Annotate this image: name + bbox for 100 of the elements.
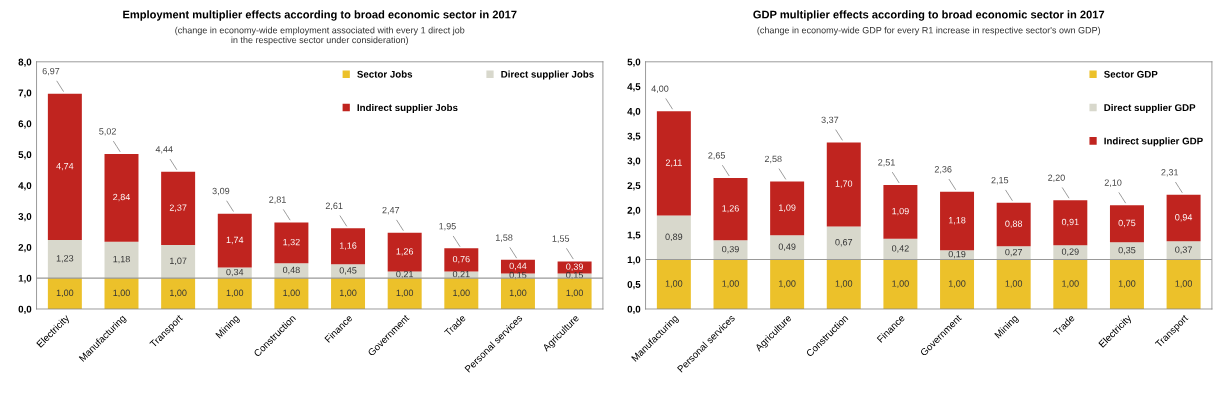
data-label: 0,39 xyxy=(722,245,739,254)
bar xyxy=(1053,245,1088,260)
annotation: 1,58 xyxy=(495,234,513,242)
data-label: 0,27 xyxy=(1005,248,1023,257)
bar xyxy=(940,259,975,309)
y-tick-label: 0,5 xyxy=(627,281,641,290)
data-label: 0,45 xyxy=(339,267,357,275)
total-label: 2,31 xyxy=(1161,169,1179,177)
bar xyxy=(1166,259,1201,309)
y-tick-label: 2,5 xyxy=(627,182,641,191)
annotation: 2,61 xyxy=(325,202,343,211)
bar xyxy=(1053,200,1088,246)
annotation: 2,81 xyxy=(269,196,286,204)
bar xyxy=(500,278,535,309)
bar xyxy=(444,278,479,309)
legend-label: Indirect supplier Jobs xyxy=(357,103,458,113)
y-tick-label: 4,5 xyxy=(627,83,641,92)
bar xyxy=(656,259,691,309)
y-tick-label: 2,0 xyxy=(627,206,641,216)
bar xyxy=(444,248,479,272)
bar xyxy=(331,228,366,265)
y-tick-label: 1,0 xyxy=(18,274,32,284)
data-label: 1,00 xyxy=(566,289,584,298)
bar xyxy=(940,191,975,251)
data-label: 1,00 xyxy=(56,289,74,298)
data-label: 0,44 xyxy=(509,262,527,271)
y-tick-label: 0,0 xyxy=(18,305,32,315)
data-label: 0,88 xyxy=(1005,220,1023,228)
data-label: 1,00 xyxy=(113,289,130,298)
annotation: 5,02 xyxy=(99,128,116,136)
legend-label: Sector GDP xyxy=(1104,70,1158,78)
data-label: 1,18 xyxy=(113,255,130,264)
y-tick-label: 0,0 xyxy=(627,305,641,315)
legend-label: Direct supplier Jobs xyxy=(501,70,594,80)
bar xyxy=(770,235,805,260)
bar xyxy=(826,142,861,227)
bar xyxy=(713,240,748,260)
data-label: 1,23 xyxy=(56,255,74,263)
y-tick-label: 2,0 xyxy=(18,243,32,253)
bar xyxy=(1109,205,1144,243)
bar xyxy=(217,278,252,309)
total-label: 2,15 xyxy=(991,176,1009,185)
data-label: 1,70 xyxy=(835,180,853,188)
bar xyxy=(161,171,196,246)
data-label: 0,42 xyxy=(891,245,909,253)
bar xyxy=(274,278,309,309)
annotation: 2,47 xyxy=(382,206,400,215)
data-label: 1,00 xyxy=(283,289,300,298)
bar xyxy=(47,93,82,241)
data-label: 1,00 xyxy=(509,289,527,298)
data-label: 1,09 xyxy=(779,204,796,212)
total-label: 2,20 xyxy=(1048,174,1065,182)
data-label: 1,00 xyxy=(1118,280,1136,288)
y-tick-label: 3,5 xyxy=(627,132,641,141)
data-label: 0,48 xyxy=(282,266,300,275)
bar xyxy=(770,259,805,309)
data-label: 0,34 xyxy=(226,268,244,277)
bar xyxy=(161,278,196,309)
total-label: 2,10 xyxy=(1104,179,1122,187)
y-tick-label: 1,5 xyxy=(627,231,641,240)
legend-label: Sector Jobs xyxy=(357,70,413,78)
bar xyxy=(713,177,748,241)
data-label: 1,00 xyxy=(1175,280,1193,288)
data-label: 1,00 xyxy=(665,280,683,288)
chart-subtitle: (change in economy-wide GDP for every R1 increase in respective sector's own GDP) xyxy=(757,26,1101,36)
legend-label: Direct supplier GDP xyxy=(1104,103,1196,113)
data-label: 0,37 xyxy=(1175,246,1192,254)
bar xyxy=(883,259,918,309)
bar xyxy=(883,184,918,239)
data-label: 1,00 xyxy=(835,280,853,288)
data-label: 2,84 xyxy=(113,193,131,202)
bar xyxy=(104,153,139,242)
total-label: 2,58 xyxy=(764,155,782,164)
data-label: 0,21 xyxy=(396,270,414,279)
data-label: 0,76 xyxy=(452,255,470,264)
data-label: 0,19 xyxy=(948,250,966,259)
data-label: 0,75 xyxy=(1118,219,1136,228)
data-label: 1,18 xyxy=(948,217,966,225)
data-label: 1,26 xyxy=(722,205,739,213)
data-label: 1,00 xyxy=(453,289,470,298)
chart-title: Employment multiplier effects according to broad economic sector in 2017 xyxy=(123,10,517,21)
bar xyxy=(826,259,861,309)
bar xyxy=(161,245,196,279)
bar xyxy=(387,232,422,272)
bar xyxy=(274,222,309,264)
annotation: 4,44 xyxy=(155,146,173,154)
data-label: 1,00 xyxy=(779,280,796,288)
y-tick-label: 3,0 xyxy=(18,213,32,222)
bar xyxy=(996,202,1031,247)
data-label: 1,74 xyxy=(226,236,244,245)
data-label: 0,35 xyxy=(1118,246,1136,255)
data-label: 0,67 xyxy=(835,239,853,247)
total-label: 2,51 xyxy=(878,159,895,167)
data-label: 1,00 xyxy=(170,289,187,298)
data-label: 1,26 xyxy=(396,248,414,256)
bar xyxy=(713,259,748,309)
data-label: 1,00 xyxy=(892,280,909,288)
data-label: 1,09 xyxy=(892,207,909,216)
bar xyxy=(47,240,82,279)
bar xyxy=(1109,242,1144,260)
